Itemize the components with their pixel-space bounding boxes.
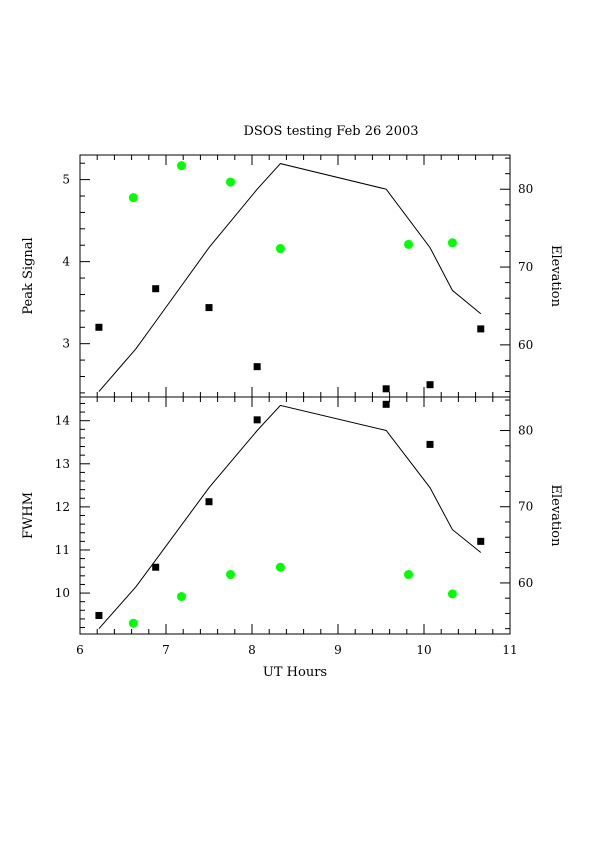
square-point	[253, 363, 261, 371]
y2-axis-label: Elevation	[548, 245, 563, 308]
y-tick-label: 14	[55, 414, 71, 428]
square-point	[95, 323, 103, 331]
circle-point	[176, 161, 186, 171]
y2-tick-label: 70	[518, 500, 533, 514]
x-axis-label: UT Hours	[263, 665, 327, 680]
y-tick-label: 11	[55, 543, 70, 557]
y-tick-label: 5	[62, 173, 70, 187]
circle-point	[128, 618, 138, 628]
elevation-line	[98, 404, 482, 630]
y2-tick-label: 80	[518, 182, 533, 196]
square-point	[205, 498, 213, 506]
plot-frame	[79, 154, 511, 398]
x-tick-label: 11	[502, 643, 517, 657]
x-tick-label: 10	[416, 643, 431, 657]
circle-point	[404, 239, 414, 249]
fwhm-panel: 6 7 8 9 10 11 10 11 12 13 14 60 70 80 FWHM Elevation	[21, 396, 563, 657]
circle-point	[404, 570, 414, 580]
circle-point	[447, 589, 457, 599]
y2-axis-label: Elevation	[548, 484, 563, 547]
plot-frame	[79, 396, 511, 635]
y2-tick-label: 60	[518, 576, 533, 590]
square-point	[382, 400, 390, 408]
y2-tick-label: 80	[518, 424, 533, 438]
chart-title: DSOS testing Feb 26 2003	[243, 124, 418, 139]
circle-point	[275, 562, 285, 572]
peak-signal-panel: 3 4 5 60 70 80 Peak Signal Elevation	[21, 154, 563, 398]
x-tick-label: 8	[248, 643, 256, 657]
y2-tick-label: 60	[518, 338, 533, 352]
circle-point	[226, 177, 235, 187]
square-point	[253, 416, 261, 424]
square-point	[426, 381, 434, 389]
square-point	[152, 285, 160, 293]
x-tick-label: 6	[76, 643, 84, 657]
square-point	[152, 563, 160, 571]
square-point	[477, 325, 485, 333]
y2-tick-label: 70	[518, 260, 533, 274]
square-point	[477, 537, 485, 545]
square-point	[95, 611, 103, 619]
circle-point	[275, 244, 285, 254]
x-tick-label: 9	[334, 643, 342, 657]
square-point	[426, 440, 434, 448]
y-tick-label: 13	[55, 457, 70, 471]
y-tick-label: 4	[62, 255, 70, 269]
x-tick-label: 7	[162, 643, 170, 657]
circle-point	[226, 570, 235, 580]
y-tick-label: 12	[55, 500, 70, 514]
circle-point	[128, 193, 138, 203]
square-point	[382, 385, 390, 393]
y-axis-label: FWHM	[21, 492, 36, 539]
square-point	[205, 304, 213, 312]
y-tick-label: 10	[55, 586, 70, 600]
y-axis-label: Peak Signal	[21, 237, 36, 314]
elevation-line	[98, 163, 482, 392]
y-tick-label: 3	[62, 337, 70, 351]
circle-point	[447, 238, 457, 248]
circle-point	[176, 592, 186, 602]
